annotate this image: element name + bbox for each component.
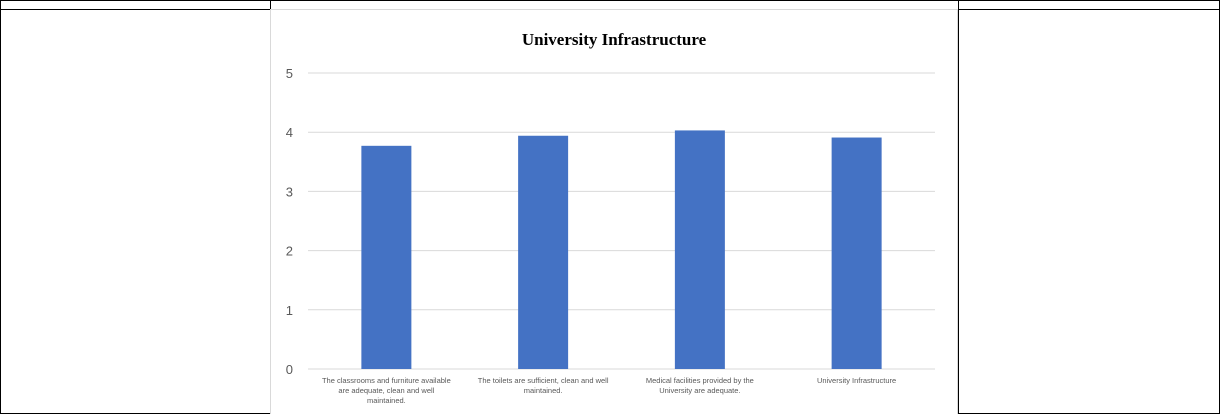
y-tick-label: 1: [286, 303, 293, 318]
x-tick-label: University Infrastructure: [817, 376, 896, 385]
x-tick-label-line: University are adequate.: [659, 386, 740, 395]
bar: [518, 135, 569, 369]
y-axis-ticks: 0 1 2 3 4 5: [286, 66, 293, 377]
x-tick-label-line: are adequate, clean and well: [338, 386, 434, 395]
bar: [831, 137, 882, 369]
x-tick-label: The toilets are sufficient, clean and we…: [478, 376, 609, 395]
x-axis-labels: The classrooms and furniture available ar…: [322, 376, 896, 405]
table-right-border: [958, 0, 959, 414]
gridlines: [308, 72, 935, 370]
bar: [361, 145, 412, 369]
x-tick-label-line: maintained.: [367, 396, 406, 405]
bars: [361, 130, 882, 369]
x-tick-label-line: The classrooms and furniture available: [322, 376, 451, 385]
y-tick-label: 2: [286, 244, 293, 259]
y-tick-label: 4: [286, 125, 293, 140]
x-tick-label-line: Medical facilities provided by the: [646, 376, 754, 385]
y-tick-label: 5: [286, 66, 293, 81]
x-tick-label: Medical facilities provided by the Univer…: [646, 376, 754, 395]
x-tick-label-line: The toilets are sufficient, clean and we…: [478, 376, 609, 385]
y-tick-label: 3: [286, 184, 293, 199]
chart-title: University Infrastructure: [522, 30, 707, 49]
x-tick-label-line: maintained.: [524, 386, 563, 395]
x-tick-label: The classrooms and furniture available ar…: [322, 376, 451, 405]
y-tick-label: 0: [286, 362, 293, 377]
x-tick-label-line: University Infrastructure: [817, 376, 896, 385]
bar: [674, 130, 725, 369]
